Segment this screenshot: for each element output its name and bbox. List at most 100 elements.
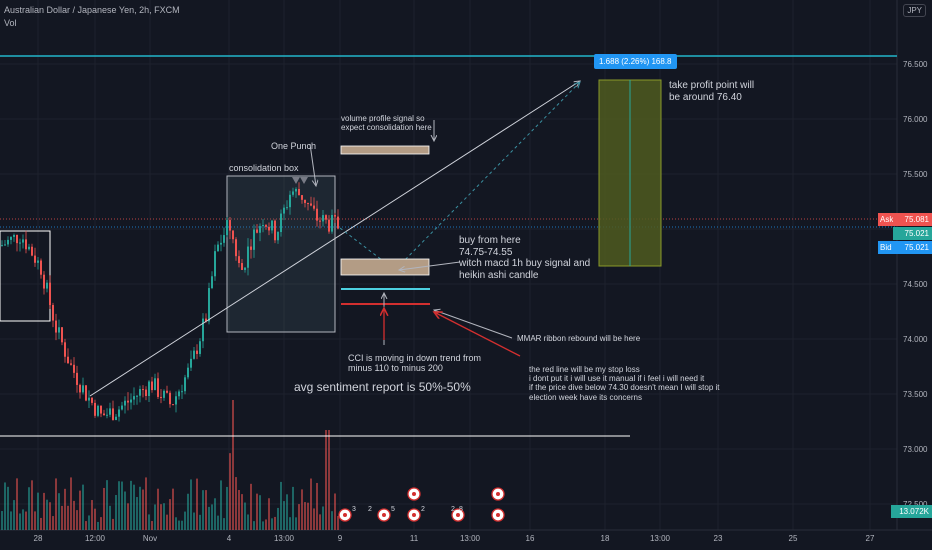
- buy-arrow: [399, 261, 461, 270]
- candle-body: [76, 372, 78, 385]
- volume-bar: [319, 514, 321, 530]
- volume-bar: [334, 493, 336, 530]
- volume-bars: [1, 400, 339, 530]
- volume-bar: [4, 482, 6, 530]
- trend-line[interactable]: [89, 81, 580, 397]
- volume-bar: [82, 484, 84, 530]
- candle-body: [250, 246, 252, 250]
- event-badge[interactable]: [491, 508, 505, 522]
- sentiment-note[interactable]: avg sentiment report is 50%-50%: [294, 380, 471, 394]
- price-axis-label: 73.500: [903, 390, 928, 399]
- volume-bar: [283, 501, 285, 530]
- candle-body: [133, 396, 135, 400]
- volume-bar: [325, 430, 327, 530]
- volume-legend-label[interactable]: Vol: [4, 18, 17, 28]
- volume-bar: [97, 521, 99, 530]
- buy-zone[interactable]: [340, 258, 430, 276]
- buy-from-here-note[interactable]: buy from here 74.75-74.55 witch macd 1h …: [459, 235, 591, 281]
- candle-body: [130, 399, 132, 403]
- candle-body: [268, 226, 270, 231]
- price-axis-label: 72.500: [903, 500, 928, 509]
- price-axis-label: 74.500: [903, 280, 928, 289]
- one-punch-note[interactable]: One Punch: [271, 141, 317, 151]
- volume-bar: [46, 499, 48, 530]
- volume-bar: [295, 517, 297, 530]
- volume-bar: [55, 478, 57, 530]
- volume-bar: [238, 489, 240, 530]
- mmar-arrow: [434, 310, 513, 339]
- consolidation-box-note[interactable]: consolidation box: [229, 163, 299, 173]
- volume-bar: [229, 453, 231, 530]
- candle-body: [223, 235, 225, 243]
- volume-bar: [169, 499, 171, 530]
- candle-body: [73, 364, 75, 373]
- volume-bar: [127, 503, 129, 530]
- candle-body: [220, 242, 222, 245]
- volume-bar: [247, 514, 249, 530]
- stop-red-arrow: [434, 312, 521, 357]
- volume-bar: [73, 500, 75, 530]
- candle-body: [190, 358, 192, 368]
- take-profit-note[interactable]: take profit point will be around 76.40: [669, 80, 755, 103]
- volume-bar: [202, 490, 204, 530]
- cci-note[interactable]: CCI is moving in down trend from minus 1…: [348, 353, 482, 374]
- volume-profile-zone[interactable]: [340, 145, 430, 155]
- volume-bar: [85, 521, 87, 530]
- measure-label[interactable]: 1.688 (2.26%) 168.8: [594, 54, 677, 69]
- candle-body: [298, 188, 300, 196]
- consolidation-box[interactable]: [226, 175, 336, 333]
- candle-body: [61, 327, 63, 343]
- stop-loss-note[interactable]: the red line will be my stop loss i dont…: [529, 365, 720, 402]
- symbol-title[interactable]: Australian Dollar / Japanese Yen, 2h, FX…: [4, 5, 180, 15]
- volume-bar: [316, 482, 318, 530]
- volume-bar: [244, 502, 246, 530]
- candle-body: [136, 395, 138, 397]
- volume-profile-note[interactable]: volume profile signal so expect consolid…: [341, 114, 432, 133]
- volume-bar: [88, 515, 90, 530]
- candle-body: [64, 342, 66, 357]
- volume-bar: [298, 504, 300, 530]
- candle-body: [205, 318, 207, 322]
- volume-bar: [151, 521, 153, 530]
- volume-bar: [100, 517, 102, 530]
- candle-body: [289, 194, 291, 208]
- volume-bar: [280, 481, 282, 530]
- volume-bar: [10, 511, 12, 530]
- volume-bar: [19, 513, 21, 530]
- currency-badge[interactable]: JPY: [903, 4, 926, 17]
- mmar-note[interactable]: MMAR ribbon rebound will be here: [517, 334, 641, 343]
- event-badge[interactable]: [377, 508, 391, 522]
- time-axis-label: 23: [714, 534, 723, 543]
- candle-body: [274, 220, 276, 241]
- event-badge[interactable]: [407, 487, 421, 501]
- volume-bar: [241, 494, 243, 530]
- candle-body: [28, 246, 30, 250]
- price-axis[interactable]: 76.500 76.000 75.500 74.500 74.000 73.500 73.0…: [903, 5, 928, 509]
- event-badge[interactable]: [407, 508, 421, 522]
- bid-price-tag: 75.021: [893, 241, 932, 254]
- event-badge[interactable]: [491, 487, 505, 501]
- volume-bar: [115, 494, 117, 530]
- volume-bar: [175, 517, 177, 530]
- one-punch-arrow: [309, 143, 316, 186]
- volume-bar: [178, 520, 180, 530]
- volume-bar: [196, 478, 198, 530]
- volume-bar: [49, 502, 51, 530]
- volume-bar: [292, 486, 294, 530]
- volume-bar: [58, 493, 60, 530]
- candle-body: [1, 245, 3, 247]
- event-badge[interactable]: [338, 508, 352, 522]
- candle-body: [37, 260, 39, 263]
- volume-bar: [37, 492, 39, 530]
- candle-body: [211, 276, 213, 289]
- time-axis[interactable]: 28 12:00 Nov 4 13:00 9 11 13:00 16 18 13:00 23 25 27: [34, 534, 875, 543]
- volume-bar: [226, 486, 228, 530]
- candle-body: [277, 232, 279, 241]
- candle-body: [301, 195, 303, 200]
- candle-body: [7, 239, 9, 245]
- event-badge-count: 2: [451, 506, 455, 513]
- volume-bar: [124, 491, 126, 530]
- event-badge[interactable]: [451, 508, 465, 522]
